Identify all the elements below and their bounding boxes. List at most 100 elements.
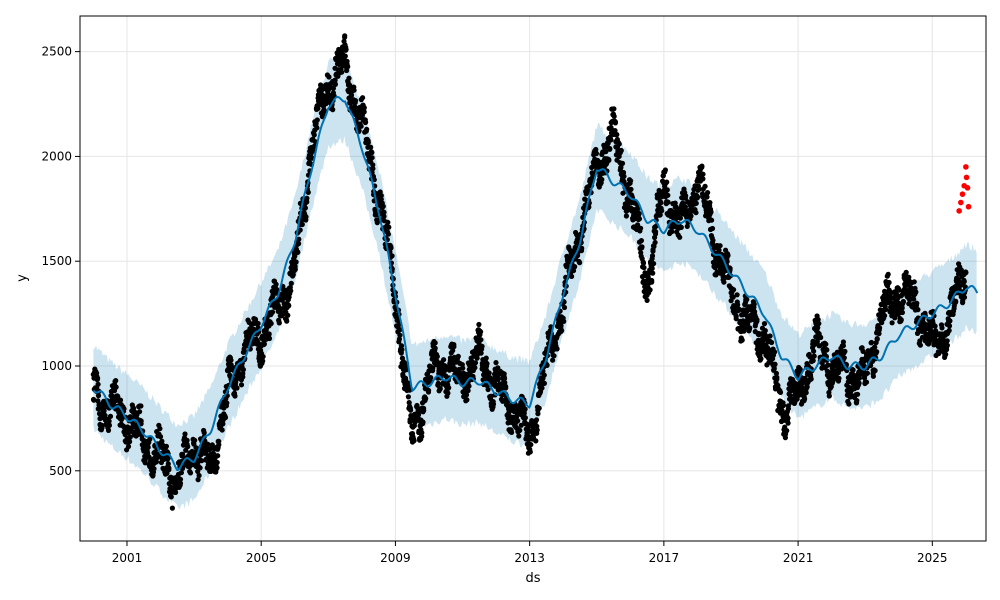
observed-point [466, 383, 472, 389]
observed-point [378, 193, 384, 199]
outlier-point [958, 199, 964, 206]
observed-point [649, 265, 655, 271]
observed-point [874, 336, 880, 342]
observed-point [885, 271, 891, 277]
observed-point [399, 347, 405, 353]
observed-point [707, 200, 713, 206]
observed-point [593, 150, 599, 156]
observed-point [205, 441, 211, 447]
observed-point [963, 269, 969, 275]
observed-point [369, 149, 375, 156]
observed-point [522, 406, 528, 412]
observed-point [641, 265, 647, 271]
observed-point [483, 355, 489, 361]
observed-point [177, 476, 184, 482]
observed-point [303, 214, 309, 220]
observed-point [803, 390, 809, 396]
observed-point [358, 123, 364, 129]
observed-point [872, 368, 878, 374]
observed-point [807, 372, 814, 378]
observed-point [305, 189, 311, 195]
observed-point [463, 392, 470, 398]
observed-point [113, 384, 119, 390]
observed-point [577, 260, 583, 266]
observed-point [192, 437, 198, 443]
observed-point [725, 252, 731, 259]
observed-point [780, 402, 787, 409]
observed-point [370, 166, 376, 172]
observed-point [266, 335, 273, 342]
observed-point [772, 361, 778, 367]
observed-point [484, 361, 490, 367]
observed-point [95, 381, 101, 387]
observed-point [125, 443, 132, 450]
observed-point [808, 376, 814, 382]
observed-point [677, 234, 683, 240]
observed-point [882, 313, 888, 319]
observed-point [688, 213, 694, 219]
observed-point [611, 113, 617, 119]
observed-point [187, 470, 194, 476]
observed-point [516, 433, 522, 439]
observed-point [628, 186, 634, 192]
observed-point [899, 309, 906, 316]
y-tick-label: 1500 [41, 254, 72, 268]
observed-point [638, 225, 644, 231]
observed-point [348, 92, 355, 98]
observed-point [91, 397, 97, 403]
observed-point [193, 445, 199, 451]
observed-point [607, 146, 613, 152]
observed-point [877, 325, 883, 331]
observed-point [784, 428, 790, 434]
observed-point [455, 353, 461, 359]
observed-point [434, 358, 440, 364]
observed-point [856, 380, 862, 386]
observed-point [106, 422, 112, 428]
observed-point [751, 301, 757, 307]
observed-point [493, 360, 499, 366]
observed-point [564, 263, 570, 269]
observed-point [802, 396, 808, 402]
observed-point [304, 195, 310, 201]
observed-point [284, 318, 290, 324]
observed-point [802, 375, 808, 381]
observed-point [854, 398, 860, 404]
observed-point [370, 162, 376, 168]
observed-point [898, 317, 904, 323]
observed-point [486, 370, 492, 376]
observed-point [774, 376, 780, 382]
observed-point [434, 353, 440, 360]
observed-point [385, 231, 391, 237]
observed-point [299, 221, 305, 228]
observed-point [107, 413, 114, 419]
observed-point [677, 215, 684, 221]
observed-point [644, 297, 650, 303]
observed-point [825, 362, 831, 368]
observed-point [932, 323, 938, 329]
observed-point [652, 239, 658, 246]
observed-point [650, 248, 656, 254]
observed-point [603, 149, 609, 155]
observed-point [147, 436, 153, 442]
observed-point [199, 458, 205, 464]
observed-point [314, 117, 320, 123]
observed-point [332, 81, 338, 87]
observed-point [911, 296, 917, 302]
observed-point [752, 309, 758, 315]
observed-point [521, 410, 527, 416]
observed-point [304, 199, 310, 205]
observed-point [561, 318, 567, 324]
observed-point [614, 132, 620, 138]
observed-point [628, 178, 634, 184]
observed-point [368, 144, 374, 150]
observed-point [761, 321, 768, 327]
observed-point [197, 465, 203, 471]
observed-point [900, 298, 907, 305]
observed-point [840, 343, 847, 349]
observed-point [550, 357, 556, 363]
observed-point [739, 337, 745, 343]
observed-point [913, 289, 919, 295]
observed-point [185, 444, 191, 450]
observed-point [397, 332, 403, 338]
observed-point [131, 405, 137, 411]
